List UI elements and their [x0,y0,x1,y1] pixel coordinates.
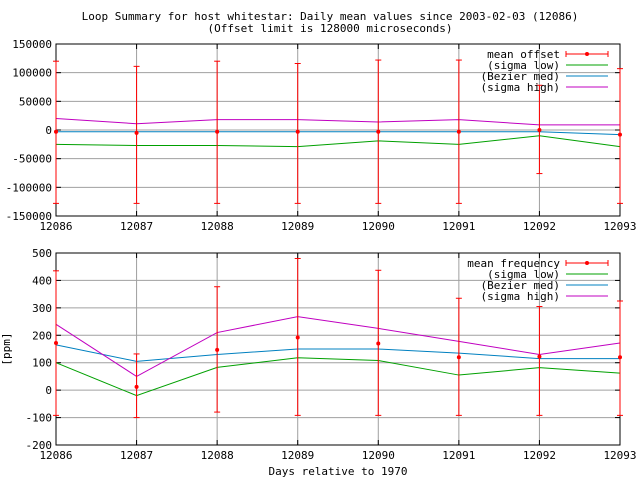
chart-1-ytick-label: 500 [32,247,52,260]
chart-1-series-0-point [295,335,300,340]
chart-0-ytick-label: 150000 [12,38,52,51]
chart-title: Loop Summary for host whitestar: Daily m… [82,10,579,23]
chart-1-series-0-point [215,347,220,352]
chart-1-ytick-label: 400 [32,274,52,287]
chart-1-series-0-point [618,355,622,360]
chart-0-series-0-point [54,129,58,134]
chart-1-ytick-label: 300 [32,302,52,315]
chart-1-series-0-point [537,354,542,359]
chart-0-series-0-point [456,129,461,134]
chart-1-legend-label: mean frequency [467,257,560,270]
chart-1-xtick-label: 12091 [442,449,475,462]
chart-0-series-2-line [56,131,621,136]
chart-1-xtick-label: 12086 [39,449,72,462]
chart-0-xtick-label: 12091 [442,220,475,233]
chart-1-series-0-point [456,355,461,360]
chart-1-ytick-label: 100 [32,357,52,370]
chart-0-series-3-line [55,118,620,126]
chart-1-series-0-point [134,384,139,389]
chart-1-xtick-label: 12087 [120,449,153,462]
chart-1-legend-label: (sigma low) [487,268,560,281]
chart-0-ytick-label: 0 [45,124,52,137]
chart-1-ytick-label: -200 [26,439,53,452]
chart-1-legend-label: (sigma high) [481,290,560,303]
chart-0-xtick-label: 12087 [120,220,153,233]
chart-0-xtick-label: 12086 [39,220,72,233]
chart-1-series-0-point [54,340,58,345]
chart-subtitle: (Offset limit is 128000 microseconds) [207,22,452,35]
chart-0-series-0-point [376,129,381,134]
chart-0-ytick-label: 100000 [12,67,52,80]
chart-0-ytick-label: 50000 [19,95,52,108]
chart-1-series-1-line [55,357,621,397]
chart-1-ytick-label: -100 [26,412,53,425]
chart-0-series-0-point [215,129,220,134]
chart-0-xtick-label: 12088 [201,220,234,233]
offset-panel: 150000100000500000-50000-100000-15000012… [6,38,637,233]
chart-0-legend-label: (sigma high) [481,81,560,94]
chart-1-legend-swatch-point [585,261,589,265]
chart-0-xtick-label: 12089 [281,220,314,233]
chart-1-xtick-label: 12088 [201,449,234,462]
chart-0-series-0-point [295,129,300,134]
chart-1-ytick-label: 0 [45,384,52,397]
chart-1-xtick-label: 12092 [523,449,556,462]
chart-1-series-2-line [55,344,620,362]
chart-1-xtick-label: 12089 [281,449,314,462]
chart-1-xtick-label: 12090 [362,449,395,462]
chart-0-series-1-line [55,135,621,148]
chart-0-series-0-point [618,132,622,137]
chart-0-legend-label: (Bezier med) [481,70,560,83]
chart-1-ylabel: [ppm] [0,332,13,365]
chart-0-legend-label: mean offset [487,48,560,61]
chart-0-ytick-label: -50000 [12,153,52,166]
chart-0-legend-label: (sigma low) [487,59,560,72]
chart-1-legend-label: (Bezier med) [481,279,560,292]
chart-0-series-0-point [134,130,139,135]
chart-1-xtick-label: 12093 [603,449,636,462]
chart-0-ytick-label: -100000 [6,181,52,194]
chart-0-series-0-point [537,128,542,132]
chart-0-xtick-label: 12093 [603,220,636,233]
chart-1-ytick-label: 200 [32,329,52,342]
chart-1-series-3-line [55,316,621,378]
chart-0-xtick-label: 12092 [523,220,556,233]
chart-1-xlabel: Days relative to 1970 [268,465,407,478]
chart-0-ytick-label: -150000 [6,210,52,223]
chart-0-legend-swatch-point [585,52,589,56]
chart-0-xtick-label: 12090 [362,220,395,233]
chart-1-series-0-point [376,341,381,346]
